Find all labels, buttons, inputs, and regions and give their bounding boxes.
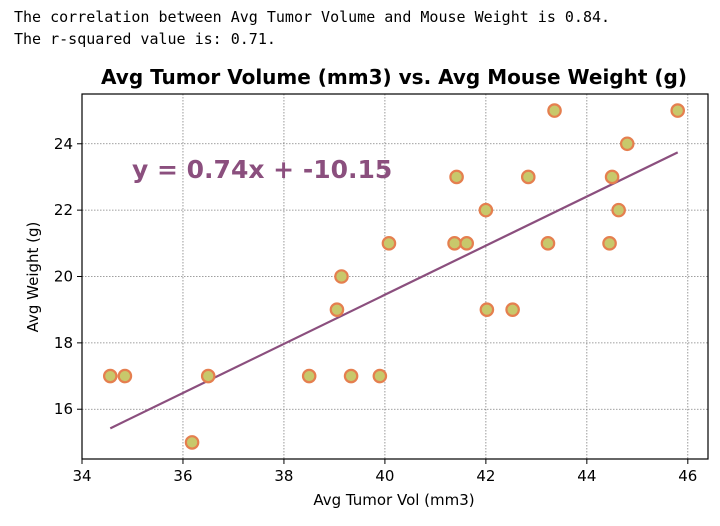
data-point bbox=[200, 368, 216, 384]
y-tick-label: 22 bbox=[54, 201, 73, 219]
data-point bbox=[619, 136, 635, 152]
data-point bbox=[602, 236, 617, 251]
data-point bbox=[184, 435, 200, 450]
data-point bbox=[547, 103, 562, 118]
y-tick-label: 18 bbox=[54, 334, 73, 352]
regression-line bbox=[109, 151, 679, 430]
correlation-text: The correlation between Avg Tumor Volume… bbox=[14, 8, 611, 26]
x-tick-label: 46 bbox=[678, 467, 697, 485]
grid-lines bbox=[81, 94, 708, 459]
x-tick-label: 44 bbox=[577, 467, 596, 485]
x-axis-label: Avg Tumor Vol (mm3) bbox=[313, 491, 474, 509]
data-point bbox=[301, 368, 317, 384]
x-tick-label: 38 bbox=[274, 467, 293, 485]
regression-equation: y = 0.74x + -10.15 bbox=[132, 155, 392, 184]
data-point bbox=[505, 302, 520, 317]
x-tick-label: 36 bbox=[173, 467, 192, 485]
console-output: The correlation between Avg Tumor Volume… bbox=[14, 6, 610, 50]
x-tick-label: 34 bbox=[72, 467, 91, 485]
data-point bbox=[334, 269, 349, 284]
data-point bbox=[343, 368, 359, 384]
data-point bbox=[449, 169, 464, 185]
data-point bbox=[540, 236, 556, 251]
y-tick-label: 20 bbox=[54, 268, 73, 286]
data-point bbox=[479, 302, 495, 317]
data-point bbox=[670, 103, 686, 118]
axis-ticks: 34 36 38 40 42 44 46 16 18 20 22 24 bbox=[54, 135, 697, 485]
data-point bbox=[117, 368, 133, 384]
data-point bbox=[520, 169, 536, 185]
data-point bbox=[447, 236, 462, 251]
chart-title: Avg Tumor Volume (mm3) vs. Avg Mouse Wei… bbox=[101, 65, 687, 89]
y-tick-label: 24 bbox=[54, 135, 73, 153]
data-point bbox=[329, 302, 345, 317]
data-point bbox=[611, 202, 626, 218]
data-points bbox=[102, 103, 686, 450]
y-axis-label: Avg Weight (g) bbox=[24, 222, 42, 333]
x-tick-label: 42 bbox=[476, 467, 495, 485]
data-point bbox=[604, 169, 620, 185]
r-squared-text: The r-squared value is: 0.71. bbox=[14, 30, 276, 48]
data-point bbox=[381, 236, 397, 251]
data-point bbox=[478, 202, 494, 218]
data-point bbox=[459, 236, 474, 251]
data-point bbox=[102, 368, 118, 384]
x-tick-label: 40 bbox=[375, 467, 394, 485]
data-point bbox=[372, 368, 388, 384]
y-tick-label: 16 bbox=[54, 400, 73, 418]
